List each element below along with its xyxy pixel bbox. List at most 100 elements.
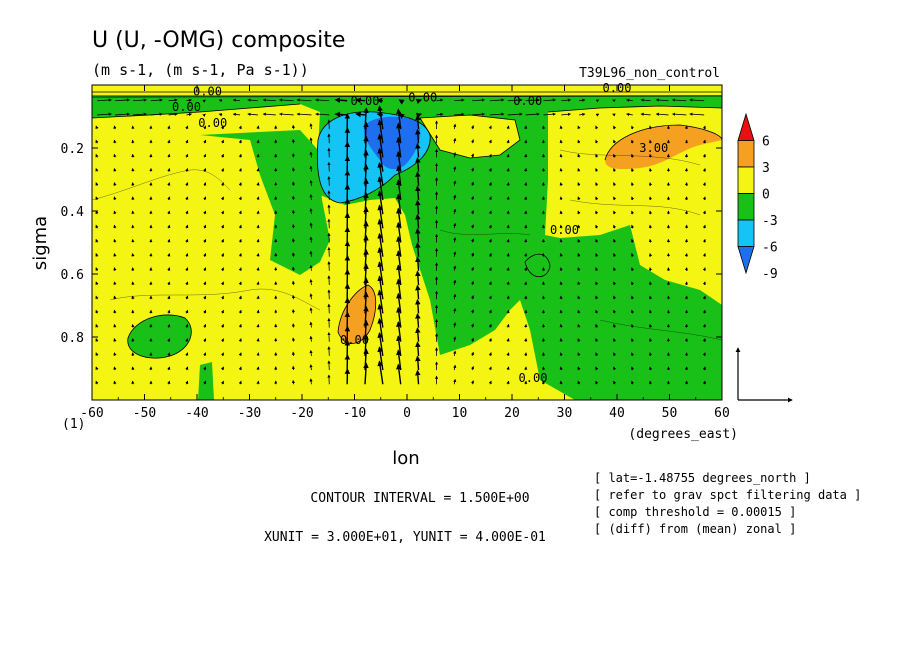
vector-arrow [167, 224, 171, 229]
vector-arrow [577, 352, 581, 357]
vector-arrow [559, 224, 563, 229]
vector-arrow [577, 196, 581, 201]
vector-arrow [279, 112, 294, 116]
vector-arrow [470, 280, 475, 286]
region-positive-upper [420, 115, 520, 158]
vector-arrow [507, 112, 523, 116]
colorbar: 6 3 0 -3 -6 -9 [737, 112, 778, 282]
contour-label: 0.00 [408, 91, 437, 105]
vector-arrow [559, 380, 563, 385]
vector-arrow [702, 139, 706, 144]
vector-arrow [256, 210, 260, 215]
vector-arrow [168, 112, 178, 116]
vector-arrow [559, 309, 563, 314]
vector-arrow [186, 112, 193, 117]
contour-label: 0.00 [340, 333, 369, 347]
colorbar-label: 6 [762, 135, 770, 150]
contour-label: 0.00 [550, 223, 579, 237]
vector-arrow [150, 98, 163, 102]
y-tick-label: 0.8 [61, 331, 84, 346]
vector-arrow [506, 196, 510, 201]
y-tick-label: 0.2 [61, 142, 84, 157]
vector-arrow [203, 139, 207, 144]
vector-arrow [203, 125, 207, 130]
vector-arrow [453, 180, 457, 186]
vector-arrow [470, 181, 475, 186]
vector-arrow [453, 137, 457, 144]
region-negative-blob-sw [127, 314, 192, 359]
vector-arrow [167, 352, 171, 356]
vector-arrow [595, 323, 599, 328]
vector-arrow [256, 252, 260, 257]
vector-arrow [415, 341, 421, 356]
vector-arrow [238, 338, 242, 342]
vector-arrow [95, 196, 99, 201]
vector-arrow [203, 167, 207, 172]
vector-arrow [489, 98, 505, 102]
vector-arrow [97, 98, 112, 102]
vector-arrow [185, 323, 189, 328]
vector-arrow [256, 338, 260, 342]
vector-arrow [95, 153, 99, 158]
vector-arrow [415, 171, 421, 186]
vector-arrow [648, 167, 653, 172]
vector-arrow [648, 196, 653, 201]
vector-arrow [238, 153, 242, 158]
vector-arrow [648, 267, 653, 271]
vector-arrow [296, 112, 312, 116]
vector-arrow [256, 380, 260, 385]
vector-arrow [507, 98, 523, 102]
vector-arrow [488, 295, 492, 300]
vector-arrow [167, 366, 171, 371]
vector-arrow [640, 98, 651, 102]
vector-arrow [453, 123, 457, 130]
vector-arrow [203, 380, 207, 385]
vector-arrow [470, 380, 475, 385]
y-axis: 0.2 0.4 0.6 0.8 [61, 142, 722, 346]
vector-arrow [506, 182, 510, 186]
x-tick-label: -10 [343, 406, 366, 421]
vector-arrow [113, 323, 117, 328]
vector-arrow [398, 99, 405, 105]
vector-arrow [113, 380, 117, 385]
vector-arrow [612, 99, 616, 103]
vector-arrow [309, 364, 313, 371]
vector-arrow [648, 224, 653, 229]
vector-arrow [376, 97, 383, 104]
vector-arrow [506, 338, 510, 342]
vector-arrow [115, 98, 130, 102]
colorbar-cell [737, 219, 755, 247]
vector-arrow [185, 295, 189, 300]
vector-arrow [95, 281, 99, 286]
vector-arrow [238, 253, 242, 257]
vector-arrow [506, 295, 510, 300]
vector-arrow [612, 113, 616, 117]
vector-arrow [238, 182, 242, 186]
vector-arrow [203, 295, 207, 300]
x-axis: -60 -50 -40 -30 -20 -10 0 10 20 30 40 50 60 [80, 85, 730, 421]
vector-arrow [631, 366, 635, 371]
vector-arrow [702, 224, 706, 229]
vector-arrow [220, 352, 224, 357]
x-tick-label: -30 [238, 406, 261, 421]
vector-arrow [238, 238, 242, 243]
vector-arrow [220, 380, 224, 385]
vector-arrow [309, 335, 313, 342]
vector-arrow [577, 167, 581, 172]
vector-arrow [671, 98, 687, 102]
vector-arrow [559, 267, 563, 271]
vector-arrow [453, 307, 457, 314]
vector-arrow [470, 210, 475, 215]
vector-arrow [559, 196, 563, 201]
vector-arrow [309, 279, 313, 286]
vector-arrow [453, 265, 457, 271]
vector-arrow [702, 366, 706, 371]
vector-arrow [702, 253, 706, 257]
contour-label: 0.00 [198, 116, 227, 130]
vector-arrow [689, 112, 705, 116]
contour-label: 0.00 [351, 94, 380, 108]
vector-arrow [415, 213, 421, 229]
chart-subtitle: (m s-1, (m s-1, Pa s-1)) [92, 61, 309, 79]
vector-arrow [595, 281, 599, 286]
vector-arrow [470, 238, 475, 243]
